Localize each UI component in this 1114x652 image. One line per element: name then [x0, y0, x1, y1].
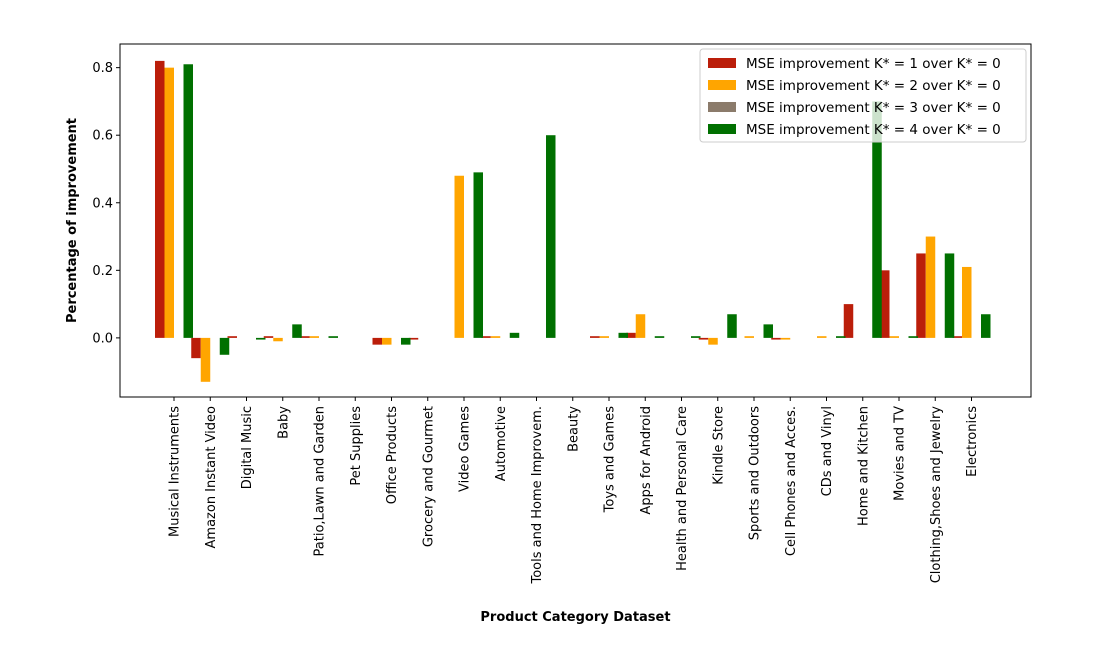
bar-series-1-12	[590, 336, 600, 338]
x-tick-label: Apps for Android	[639, 406, 654, 515]
bar-series-4-0	[183, 64, 193, 338]
bar-series-4-14	[691, 336, 701, 338]
x-tick-label: Electronics	[965, 406, 980, 477]
bar-series-1-0	[155, 60, 165, 338]
bar-series-4-21	[944, 253, 955, 338]
bar-series-1-22	[952, 336, 962, 338]
bar-series-2-20	[889, 336, 899, 338]
x-tick-label: Sports and Outdoors	[748, 406, 763, 540]
bar-series-4-4	[328, 336, 338, 338]
bar-series-4-6	[401, 337, 411, 345]
x-tick-label: Clothing,Shoes and Jewelry	[929, 406, 944, 584]
legend-label-3: MSE improvement K* = 3 over K* = 0	[746, 100, 1001, 116]
bar-series-2-17	[780, 337, 791, 340]
y-tick-label: 0.0	[92, 331, 113, 346]
bar-series-2-0	[164, 67, 174, 338]
x-tick-label: Movies and TV	[893, 406, 908, 501]
bar-series-4-20	[908, 336, 918, 338]
bar-series-2-21	[925, 236, 936, 338]
legend-label-4: MSE improvement K* = 4 over K* = 0	[746, 122, 1001, 138]
x-tick-label: Baby	[276, 406, 291, 439]
legend-swatch-3	[708, 102, 736, 112]
bar-series-2-13	[635, 314, 646, 338]
legend-label-2: MSE improvement K* = 2 over K* = 0	[746, 78, 1001, 94]
bar-series-4-13	[654, 336, 665, 338]
bar-series-2-3	[273, 337, 283, 342]
bar-series-1-21	[916, 253, 926, 338]
bar-series-4-12	[618, 332, 628, 338]
bar-series-4-19	[872, 101, 882, 338]
bar-series-2-4	[309, 336, 319, 338]
x-tick-label: Home and Kitchen	[856, 406, 871, 526]
bar-series-4-2	[256, 337, 266, 340]
bar-series-2-22	[962, 266, 972, 338]
bar-series-1-17	[771, 337, 781, 340]
legend-box	[699, 48, 1027, 143]
legend-swatch-2	[708, 80, 736, 90]
x-axis-label: Product Category Dataset	[480, 610, 670, 625]
bar-series-2-16	[744, 336, 754, 338]
bar-series-1-3	[263, 336, 274, 338]
bar-series-4-3	[292, 324, 302, 338]
bar-series-4-16	[763, 324, 773, 338]
x-tick-label: Amazon Instant Video	[204, 406, 219, 549]
bar-series-4-10	[546, 135, 556, 338]
bar-series-1-19	[843, 304, 854, 338]
y-tick-label: 0.8	[92, 61, 113, 76]
bar-series-1-6	[372, 337, 382, 345]
x-tick-label: CDs and Vinyl	[820, 406, 835, 496]
x-tick-label: Cell Phones and Acces.	[784, 406, 799, 556]
bar-series-1-13	[626, 332, 636, 338]
x-tick-label: Video Games	[458, 406, 473, 492]
x-tick-label: Grocery and Gourmet	[421, 406, 436, 547]
x-tick-label: Digital Music	[240, 406, 255, 489]
bar-series-1-20	[880, 270, 890, 338]
legend-swatch-1	[708, 58, 736, 68]
bar-series-4-9	[509, 332, 520, 338]
bar-series-4-15	[727, 314, 737, 338]
plot-frame	[119, 43, 1032, 398]
x-tick-label: Beauty	[566, 406, 581, 452]
bar-series-4-22	[981, 314, 991, 338]
bar-series-2-18	[817, 336, 827, 338]
bar-series-1-1	[191, 337, 201, 359]
bar-series-1-15	[698, 337, 709, 340]
x-tick-label: Patio,Lawn and Garden	[313, 406, 328, 556]
x-tick-label: Automotive	[494, 406, 509, 481]
bar-series-2-8	[454, 175, 464, 338]
bar-series-1-2	[227, 336, 237, 338]
bars-layer	[155, 60, 991, 382]
bar-series-1-7	[408, 337, 419, 340]
x-axis: Musical Instruments Amazon Instant Video D…	[168, 397, 980, 585]
x-tick-label: Tools and Home Improvem.	[530, 406, 545, 585]
bar-series-2-9	[490, 336, 501, 338]
bar-series-2-6	[382, 337, 392, 345]
bar-series-4-1	[219, 337, 230, 355]
y-tick-label: 0.2	[92, 264, 113, 279]
y-axis: 0.0 0.2 0.4 0.6 0.8	[92, 61, 120, 346]
x-tick-label: Pet Supplies	[349, 406, 364, 486]
bar-series-2-1	[200, 337, 211, 382]
legend-label-1: MSE improvement K* = 1 over K* = 0	[746, 56, 1001, 72]
x-tick-label: Musical Instruments	[168, 406, 183, 537]
bar-series-1-9	[481, 336, 491, 338]
y-axis-label: Percentage of improvement	[65, 118, 80, 323]
y-tick-label: 0.4	[92, 196, 113, 211]
y-tick-label: 0.6	[92, 129, 113, 144]
bar-series-4-18	[836, 336, 846, 338]
bar-series-1-4	[300, 336, 310, 338]
x-tick-label: Office Products	[385, 406, 400, 504]
bar-series-2-12	[599, 336, 609, 338]
bar-series-2-15	[708, 337, 718, 345]
bar-series-4-8	[473, 172, 483, 338]
legend: MSE improvement K* = 1 over K* = 0 MSE im…	[699, 48, 1027, 143]
legend-swatch-4	[708, 124, 736, 134]
x-tick-label: Toys and Games	[603, 406, 618, 514]
x-tick-label: Kindle Store	[711, 406, 726, 485]
x-tick-label: Health and Personal Care	[675, 406, 690, 571]
